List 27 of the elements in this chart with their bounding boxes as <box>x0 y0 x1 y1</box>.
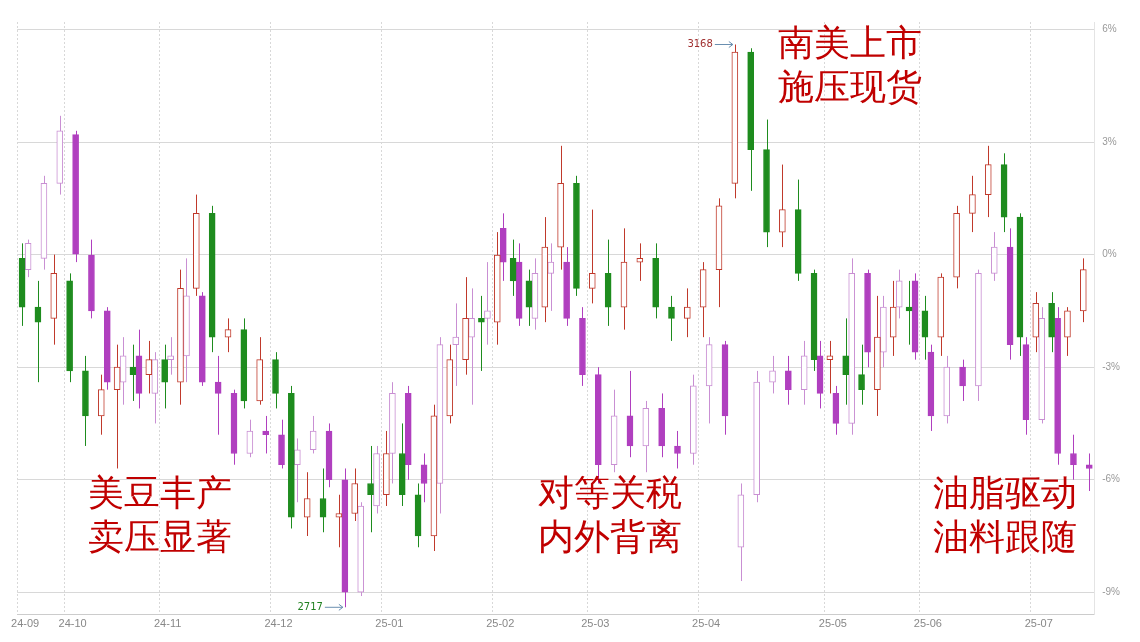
x-tick-label: 25-02 <box>486 617 515 630</box>
annotation: 施压现货 <box>778 66 922 108</box>
y-tick-label: 6% <box>1102 23 1117 35</box>
annotation: 3168 <box>687 38 713 50</box>
annotation: 内外背离 <box>538 516 682 558</box>
x-tick-label: 25-06 <box>913 617 942 630</box>
x-tick-label: 25-03 <box>581 617 610 630</box>
x-tick-label: 24-12 <box>264 617 293 630</box>
x-tick-label: 24-10 <box>58 617 87 630</box>
annotation: 对等关税 <box>538 472 682 514</box>
y-tick-label: 3% <box>1102 135 1117 147</box>
x-tick-label: 24-11 <box>153 617 182 630</box>
annotation: 油料跟随 <box>933 516 1077 558</box>
x-tick-label: 25-04 <box>692 617 721 630</box>
annotation: 南美上市 <box>778 22 922 64</box>
y-tick-label: 0% <box>1102 248 1117 260</box>
annotation: 油脂驱动 <box>933 472 1077 514</box>
annotation: 2717 <box>297 600 323 612</box>
annotation: 美豆丰产 <box>88 472 232 514</box>
y-tick-label: -3% <box>1102 360 1121 372</box>
annotation: 卖压显著 <box>88 516 232 558</box>
x-tick-label: 25-01 <box>375 617 404 630</box>
y-tick-label: -9% <box>1102 586 1121 598</box>
x-tick-label: 25-05 <box>818 617 847 630</box>
x-tick-label: 24-09 <box>11 617 40 630</box>
y-tick-label: -6% <box>1102 473 1121 485</box>
x-tick-label: 25-07 <box>1024 617 1053 630</box>
